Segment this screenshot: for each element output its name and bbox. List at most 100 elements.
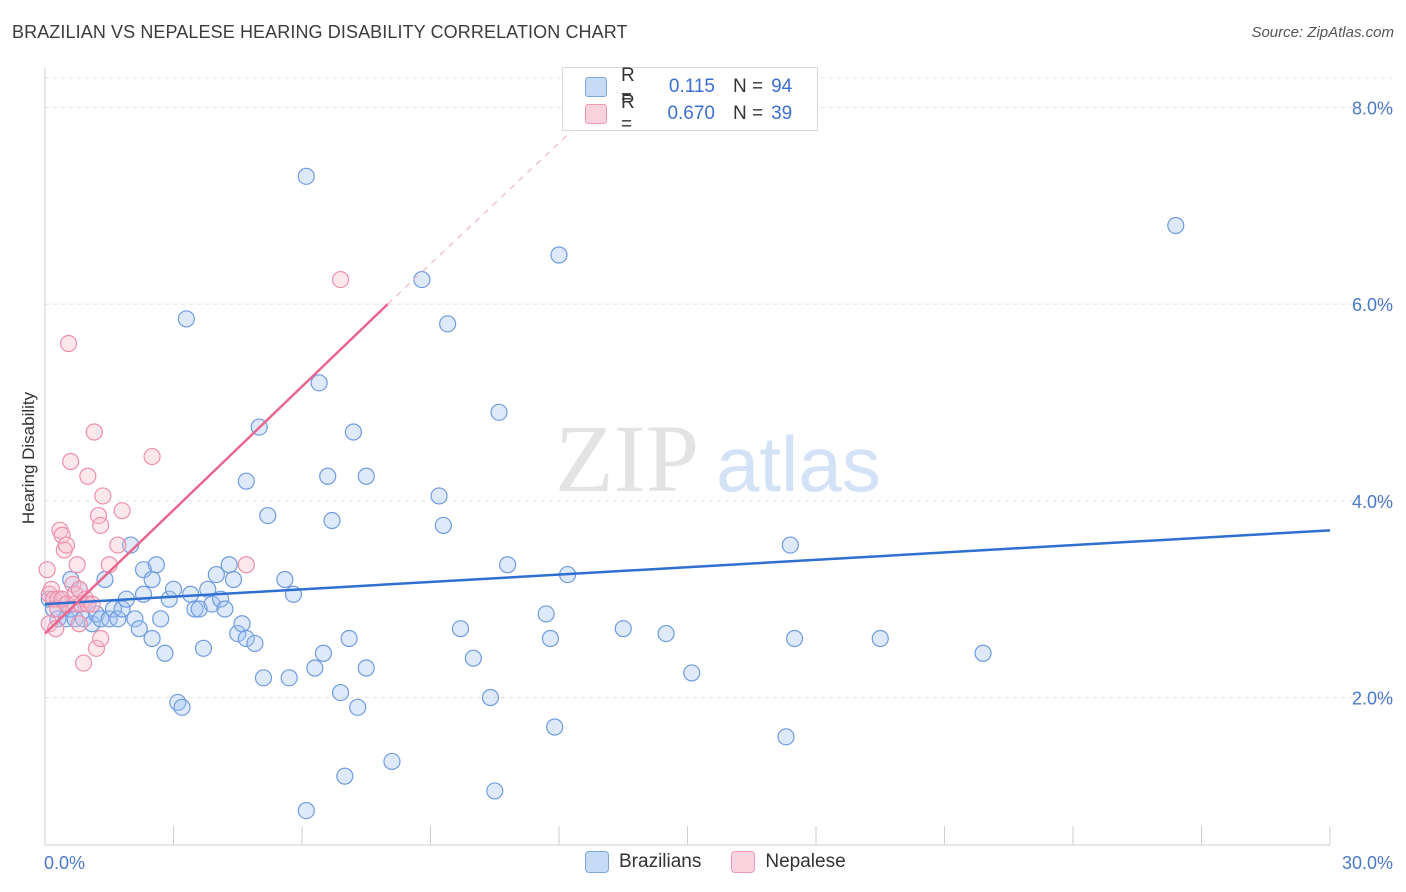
brazilians-point bbox=[147, 556, 165, 574]
brazilians-point bbox=[683, 664, 701, 682]
legend-label-nepalese: Nepalese bbox=[765, 851, 846, 872]
brazilians-point bbox=[246, 634, 264, 653]
brazilians-point bbox=[974, 644, 992, 662]
gridlines bbox=[45, 77, 1392, 698]
brazilians-point bbox=[130, 620, 148, 638]
brazilians-point bbox=[614, 620, 632, 638]
nepalese-point bbox=[94, 487, 112, 505]
nepalese-trend-extension bbox=[387, 102, 603, 305]
nepalese-point bbox=[79, 467, 97, 485]
brazilians-point bbox=[280, 669, 298, 687]
brazilians-point bbox=[777, 728, 795, 746]
brazilians-point bbox=[220, 556, 238, 574]
nepalese-point bbox=[47, 620, 65, 638]
brazilians-point bbox=[537, 605, 555, 623]
watermark-atlas: atlas bbox=[716, 420, 881, 508]
nepalese-point bbox=[83, 595, 101, 613]
nepalese-point bbox=[70, 580, 88, 598]
brazilians-point bbox=[143, 629, 161, 648]
brazilians-point bbox=[336, 767, 354, 785]
nepalese-point bbox=[59, 334, 78, 353]
legend-r-value: 0.670 bbox=[667, 103, 715, 124]
brazilians-point bbox=[164, 580, 183, 598]
correlation-legend: R = 0.115 N = 94 R = 0.670 N = 39 bbox=[562, 65, 818, 135]
legend-r-label: R = bbox=[621, 92, 635, 135]
brazilians-point bbox=[83, 615, 101, 633]
brazilians-point bbox=[340, 629, 358, 648]
brazilians-point bbox=[499, 556, 517, 574]
brazilians-points bbox=[40, 167, 1185, 820]
y-tick-label: 2.0% bbox=[1352, 689, 1393, 709]
brazilians-point bbox=[233, 615, 251, 633]
legend-swatch-nepalese bbox=[731, 851, 756, 873]
brazilians-point bbox=[486, 782, 504, 800]
legend-item-nepalese[interactable]: Nepalese bbox=[731, 851, 846, 873]
brazilians-point bbox=[194, 639, 213, 657]
tick-labels: 2.0% 4.0% 6.0% 8.0% 0.0% 30.0% bbox=[44, 99, 1393, 874]
brazilians-point bbox=[297, 801, 315, 820]
legend-swatch-pink bbox=[585, 104, 607, 124]
brazilians-point bbox=[306, 659, 324, 677]
brazilians-point bbox=[383, 752, 401, 771]
axes bbox=[44, 68, 1331, 846]
brazilians-point bbox=[451, 620, 470, 638]
brazilians-point bbox=[357, 659, 375, 677]
legend-r-label: R = bbox=[621, 65, 635, 108]
brazilians-point bbox=[177, 310, 195, 328]
brazilians-point bbox=[259, 506, 277, 525]
brazilians-point bbox=[224, 570, 243, 589]
brazilians-point bbox=[781, 536, 799, 554]
watermark-zip: ZIP bbox=[555, 405, 699, 512]
brazilians-point bbox=[481, 688, 500, 707]
nepalese-point bbox=[143, 447, 161, 466]
brazilians-point bbox=[186, 600, 204, 618]
brazilians-point bbox=[319, 467, 337, 485]
brazilians-point bbox=[216, 600, 234, 618]
legend-n-label: N = bbox=[733, 76, 764, 97]
brazilians-point bbox=[357, 467, 375, 485]
brazilians-point bbox=[550, 246, 568, 264]
brazilians-point bbox=[160, 590, 178, 608]
nepalese-trend-line bbox=[44, 303, 389, 635]
series-legend: Brazilians Nepalese bbox=[585, 851, 876, 873]
nepalese-point bbox=[331, 270, 350, 289]
brazilians-point bbox=[126, 610, 144, 628]
brazilians-point bbox=[203, 595, 221, 613]
legend-swatch-blue bbox=[585, 77, 607, 97]
legend-row-brazilians: R = 0.115 N = 94 bbox=[585, 65, 793, 108]
brazilians-point bbox=[229, 624, 247, 643]
legend-label-brazilians: Brazilians bbox=[619, 851, 702, 872]
brazilians-point bbox=[96, 570, 114, 589]
nepalese-point bbox=[70, 615, 88, 633]
brazilians-point bbox=[430, 487, 448, 505]
brazilians-trend-line bbox=[44, 529, 1331, 606]
nepalese-point bbox=[85, 423, 103, 441]
brazilians-point bbox=[657, 624, 675, 643]
legend-n-value: 39 bbox=[771, 103, 793, 124]
y-tick-label: 8.0% bbox=[1352, 99, 1393, 119]
brazilians-point bbox=[207, 565, 225, 584]
nepalese-point bbox=[92, 629, 110, 648]
nepalese-point bbox=[113, 502, 131, 520]
trend-lines bbox=[44, 102, 1331, 635]
brazilians-point bbox=[349, 698, 367, 716]
y-tick-label: 4.0% bbox=[1352, 492, 1393, 512]
watermark: ZIP atlas bbox=[555, 405, 881, 512]
legend-swatch-brazilians bbox=[585, 851, 609, 873]
y-axis-label: Hearing Disability bbox=[19, 391, 38, 524]
nepalese-point bbox=[53, 526, 71, 544]
brazilians-point bbox=[237, 629, 255, 648]
nepalese-point bbox=[49, 600, 67, 618]
brazilians-point bbox=[785, 629, 804, 648]
legend-r-value: 0.115 bbox=[668, 76, 715, 97]
brazilians-point bbox=[464, 649, 482, 667]
nepalese-point bbox=[38, 561, 56, 579]
source-credit: Source: ZipAtlas.com bbox=[1251, 24, 1394, 41]
nepalese-point bbox=[79, 595, 97, 613]
nepalese-point bbox=[68, 556, 86, 574]
brazilians-point bbox=[276, 570, 294, 589]
nepalese-point bbox=[109, 536, 127, 554]
legend-n-value: 94 bbox=[771, 76, 793, 97]
brazilians-point bbox=[152, 610, 170, 628]
legend-item-brazilians[interactable]: Brazilians bbox=[585, 851, 701, 873]
